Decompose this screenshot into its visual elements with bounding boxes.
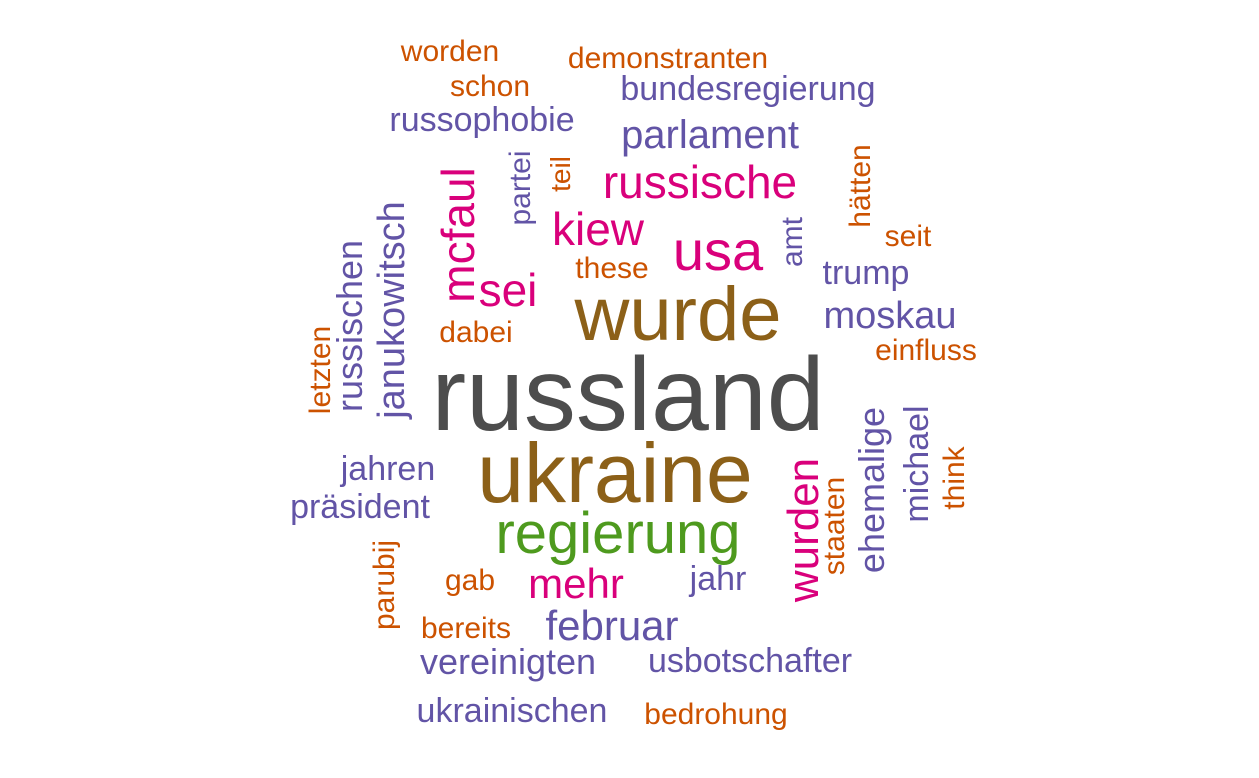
word-regierung: regierung — [495, 501, 740, 566]
word-parlament: parlament — [621, 113, 799, 157]
word-these: these — [575, 252, 648, 285]
word-ukraine: ukraine — [477, 426, 753, 520]
word-russland: russland — [431, 337, 824, 453]
word-amt: amt — [776, 216, 809, 267]
word-sei: sei — [479, 264, 538, 316]
word-mehr: mehr — [528, 560, 624, 607]
word-demonstranten: demonstranten — [568, 42, 768, 75]
word-dabei: dabei — [439, 316, 512, 349]
word-ehemalige: ehemalige — [851, 407, 892, 573]
word-präsident: präsident — [290, 488, 430, 526]
word-ukrainischen: ukrainischen — [417, 692, 608, 730]
word-seit: seit — [885, 220, 932, 253]
word-bereits: bereits — [421, 612, 511, 645]
word-bedrohung: bedrohung — [644, 698, 787, 731]
word-wurde: wurde — [574, 272, 782, 357]
word-partei: partei — [504, 150, 537, 225]
word-letzten: letzten — [304, 326, 337, 414]
word-usa: usa — [673, 219, 764, 282]
word-bundesregierung: bundesregierung — [620, 70, 875, 108]
word-vereinigten: vereinigten — [420, 641, 596, 682]
word-februar: februar — [545, 602, 678, 649]
word-moskau: moskau — [823, 295, 956, 337]
word-schon: schon — [450, 70, 530, 103]
word-einfluss: einfluss — [875, 334, 977, 367]
word-kiew: kiew — [552, 203, 645, 255]
word-hätten: hätten — [844, 144, 877, 227]
word-parubij: parubij — [368, 540, 401, 630]
word-janukowitsch: janukowitsch — [371, 201, 413, 420]
word-usbotschafter: usbotschafter — [648, 642, 852, 680]
word-teil: teil — [545, 156, 576, 192]
word-gab: gab — [445, 564, 495, 597]
word-staaten: staaten — [818, 477, 851, 575]
word-russophobie: russophobie — [389, 101, 574, 139]
word-trump: trump — [823, 254, 910, 292]
word-russische: russische — [603, 156, 797, 208]
word-think: think — [938, 445, 971, 509]
word-wurden: wurden — [779, 458, 828, 603]
word-jahren: jahren — [340, 450, 436, 488]
word-jahr: jahr — [689, 560, 747, 598]
word-russischen: russischen — [329, 240, 370, 412]
word-worden: worden — [400, 35, 499, 68]
word-michael: michael — [898, 405, 936, 522]
word-mcfaul: mcfaul — [432, 167, 484, 302]
